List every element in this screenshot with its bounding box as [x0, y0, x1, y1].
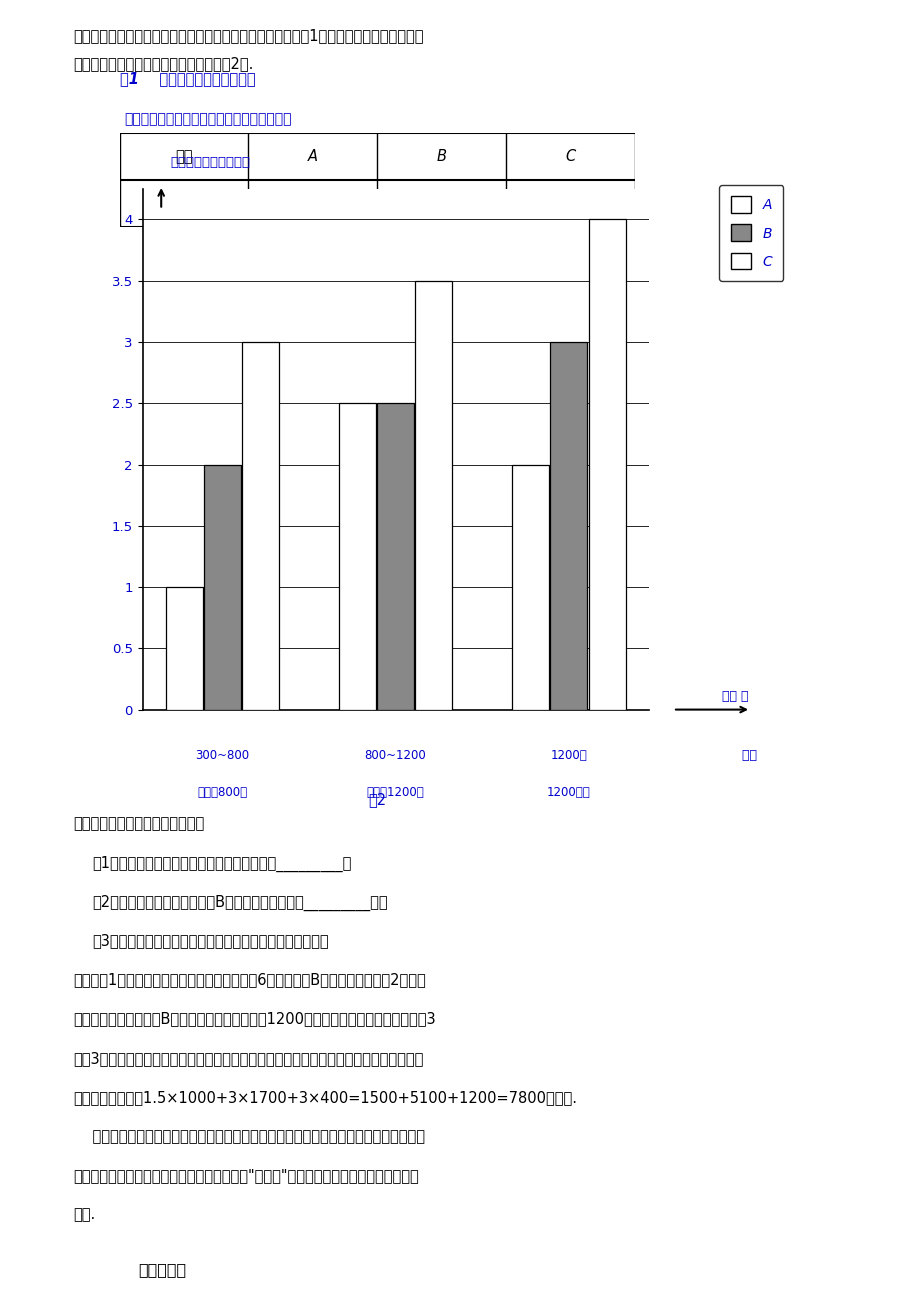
Text: 解决问题时一定要注意将所求的问题与对应的"长方形"对应起来，从而正确确定所需要的: 解决问题时一定要注意将所求的问题与对应的"长方形"对应起来，从而正确确定所需要的	[74, 1168, 419, 1184]
Text: （3）请你计算配餐公司上周在该校销售午餐约盈利多少元？: （3）请你计算配餐公司上周在该校销售午餐约盈利多少元？	[92, 934, 328, 949]
Bar	[165, 587, 202, 710]
Bar	[512, 465, 549, 710]
Text: A: A	[308, 148, 317, 164]
Text: 评注：条形统计图的关键是了解每一个长方形所代表的具体数目，本题是复合条形图，: 评注：条形统计图的关键是了解每一个长方形所代表的具体数目，本题是复合条形图，	[74, 1129, 425, 1144]
Text: 请根据以上信息，解答下列问题：: 请根据以上信息，解答下列问题：	[74, 816, 205, 832]
Bar	[588, 220, 625, 710]
Bar	[550, 342, 587, 710]
Text: 元（3）根据销售数量确定好对应的每份的利润，然后计算即可，即配餐公司上周在该校销: 元（3）根据销售数量确定好对应的每份的利润，然后计算即可，即配餐公司上周在该校销	[74, 1051, 424, 1066]
Text: 1200以上: 1200以上	[547, 785, 590, 798]
Text: 每份利润之间的关系，制成统计图（如图2）.: 每份利润之间的关系，制成统计图（如图2）.	[74, 56, 254, 72]
Bar	[377, 404, 414, 710]
Text: （不含1200）: （不含1200）	[367, 785, 424, 798]
Text: 以往销售量与平均每份利润之间的关系统计图: 以往销售量与平均每份利润之间的关系统计图	[124, 112, 291, 126]
Text: 1700: 1700	[423, 195, 460, 211]
Text: 400: 400	[556, 195, 584, 211]
Text: B: B	[437, 148, 446, 164]
Text: 图2: 图2	[368, 792, 386, 807]
Bar	[242, 342, 278, 710]
Text: 一周 销: 一周 销	[720, 690, 747, 703]
Bar	[414, 281, 452, 710]
Text: （2）配餐公司上周在该校销售B餐每份的利润大约是_________元；: （2）配餐公司上周在该校销售B餐每份的利润大约是_________元；	[92, 894, 387, 910]
Text: 数量（份）: 数量（份）	[162, 195, 206, 211]
Text: 种类: 种类	[175, 148, 193, 164]
Text: 三类午餐购买情况，将所得的数据处理后，制成统计表（如表1）；根据以往销售量与平均: 三类午餐购买情况，将所得的数据处理后，制成统计表（如表1）；根据以往销售量与平均	[74, 29, 424, 44]
Text: 1000: 1000	[294, 195, 331, 211]
Legend: A, B, C: A, B, C	[719, 185, 782, 281]
Text: 1200及: 1200及	[550, 749, 586, 762]
Text: （不含800）: （不含800）	[197, 785, 247, 798]
Text: 售午餐约盈利为：1.5×1000+3×1700+3×400=1500+5100+1200=7800（元）.: 售午餐约盈利为：1.5×1000+3×1700+3×400=1500+5100+…	[74, 1090, 577, 1105]
Text: 平均每份的利润（元）: 平均每份的利润（元）	[170, 156, 250, 169]
Text: C: C	[564, 148, 575, 164]
Text: 数目.: 数目.	[74, 1207, 96, 1223]
Text: 三、折线图: 三、折线图	[138, 1262, 186, 1277]
Bar	[203, 465, 241, 710]
Bar	[338, 404, 376, 710]
Text: （1）该校师生上周购买午餐最多的是哪一类？_________；: （1）该校师生上周购买午餐最多的是哪一类？_________；	[92, 855, 351, 871]
Text: 形图上获取信息，根据B餐的销售数量可知其大于1200份，其对应的每份的利润大约是3: 形图上获取信息，根据B餐的销售数量可知其大于1200份，其对应的每份的利润大约是…	[74, 1012, 436, 1027]
Text: 表1    该校上周购买情况统计表: 表1 该校上周购买情况统计表	[119, 70, 255, 86]
Text: 解析：（1）直接比较表格中的数据，可知购买6元，也就是B餐的数量最多；（2）从条: 解析：（1）直接比较表格中的数据，可知购买6元，也就是B餐的数量最多；（2）从条	[74, 973, 425, 988]
Text: 300~800: 300~800	[195, 749, 249, 762]
Text: 售量: 售量	[720, 749, 755, 762]
Text: 800~1200: 800~1200	[364, 749, 426, 762]
